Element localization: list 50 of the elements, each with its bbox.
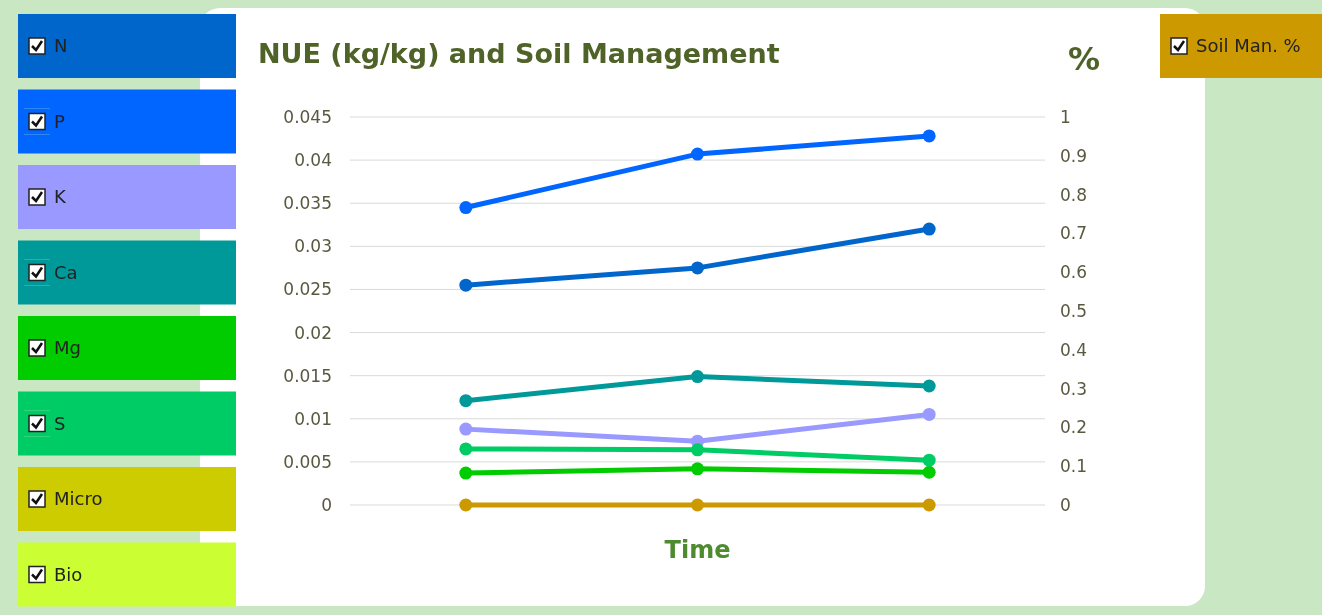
legend-label: Micro — [54, 488, 103, 509]
y2-tick-label: 0.8 — [1060, 184, 1088, 205]
chart-title: NUE (kg/kg) and Soil Management — [258, 38, 780, 69]
y2-tick-label: 0 — [1060, 495, 1071, 515]
y-tick-label: 0.015 — [283, 365, 332, 386]
point — [922, 222, 936, 236]
point — [922, 379, 936, 393]
point — [691, 147, 704, 161]
point — [459, 442, 473, 456]
y2-tick-label: 0.4 — [1060, 339, 1088, 360]
x-axis-title: Time — [664, 536, 731, 564]
y-tick-label: 0.045 — [283, 107, 332, 127]
point — [691, 370, 704, 384]
point — [459, 466, 473, 480]
y-tick-label: 0.035 — [283, 193, 332, 214]
y2-tick-label: 0.1 — [1060, 456, 1088, 477]
y2-tick-label: 0.6 — [1060, 262, 1088, 283]
y2-tick-label: 0.3 — [1060, 378, 1088, 399]
legend-label: Mg — [54, 337, 81, 358]
legend-label: N — [54, 35, 68, 56]
y-tick-label: 0.025 — [283, 279, 332, 300]
point — [922, 407, 936, 421]
legend-label: Soil Man. % — [1196, 35, 1301, 56]
y-tick-label: 0.04 — [294, 150, 332, 171]
point — [459, 422, 473, 436]
y-tick-label: 0.03 — [294, 236, 332, 257]
y-tick-label: 0 — [321, 495, 332, 515]
y2-tick-label: 0.5 — [1060, 301, 1088, 321]
point — [459, 201, 473, 215]
legend-label: S — [54, 412, 66, 434]
y2-tick-label: 1 — [1060, 107, 1071, 127]
legend-label: K — [54, 186, 67, 207]
y-tick-label: 0.02 — [294, 322, 332, 343]
y2-tick-label: 0.7 — [1060, 223, 1088, 244]
y2-axis-title: % — [1067, 40, 1101, 78]
point — [459, 394, 473, 408]
y-tick-label: 0.01 — [294, 408, 332, 429]
point — [691, 443, 704, 457]
y2-tick-label: 0.9 — [1060, 145, 1088, 166]
y-tick-label: 0.005 — [283, 451, 332, 472]
point — [691, 261, 704, 275]
point — [922, 129, 936, 143]
legend-label: Ca — [54, 261, 78, 283]
point — [459, 278, 473, 292]
point — [691, 462, 704, 476]
legend-label: P — [54, 110, 65, 132]
legend-label: Bio — [54, 563, 83, 585]
y2-tick-label: 0.2 — [1060, 417, 1088, 438]
point — [922, 453, 936, 467]
point — [922, 465, 936, 479]
